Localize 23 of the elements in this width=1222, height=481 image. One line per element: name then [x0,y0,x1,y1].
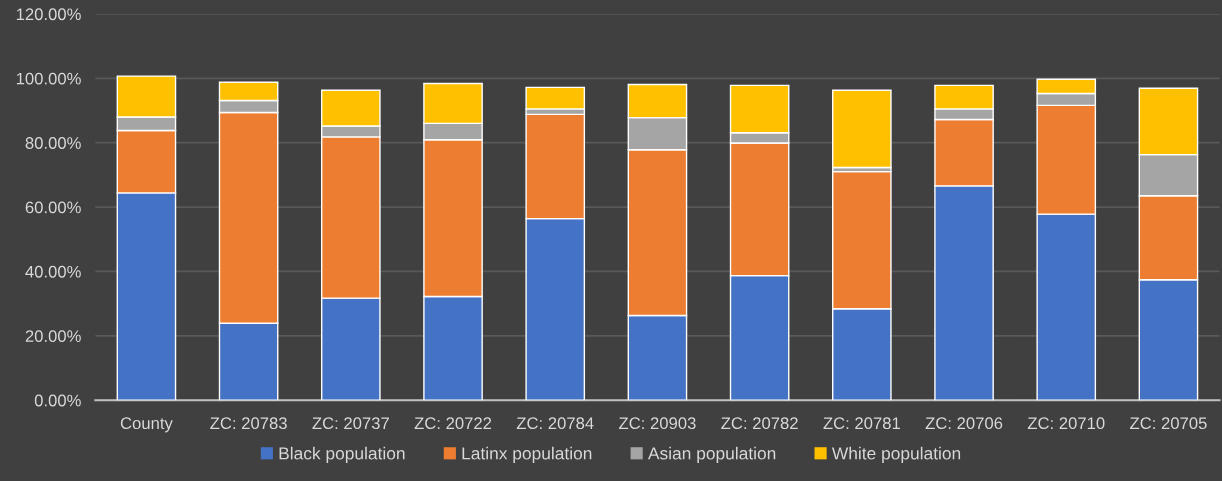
y-tick-label: 20.00% [25,330,81,343]
legend-label: White population [831,446,961,463]
x-tick-label: ZC: 20722 [414,417,492,430]
x-tick-label: ZC: 20784 [516,417,594,430]
y-tick-label: 100.00% [16,72,81,85]
x-tick-label: ZC: 20705 [1130,417,1207,430]
x-tick-label: ZC: 20782 [721,417,798,430]
y-tick-label: 40.00% [25,265,81,278]
legend-label: Latinx population [462,446,592,463]
y-tick-label: 60.00% [25,201,81,214]
x-tick-label: ZC: 20710 [1027,417,1105,430]
legend-label: Asian population [647,446,776,463]
y-tick-label: 80.00% [25,137,81,149]
bar [832,89,892,169]
x-tick-label: ZC: 20781 [823,417,900,430]
y-tick-label: 0.00% [34,394,81,407]
x-tick-label: County [120,417,173,433]
y-tick-label: 120.00% [16,8,81,21]
x-tick-label: ZC: 20706 [925,417,1003,430]
legend-label: Black population [279,446,405,463]
x-tick-label: ZC: 20783 [210,417,287,430]
x-tick-label: ZC: 20737 [312,417,389,430]
x-tick-label: ZC: 20903 [619,417,696,430]
